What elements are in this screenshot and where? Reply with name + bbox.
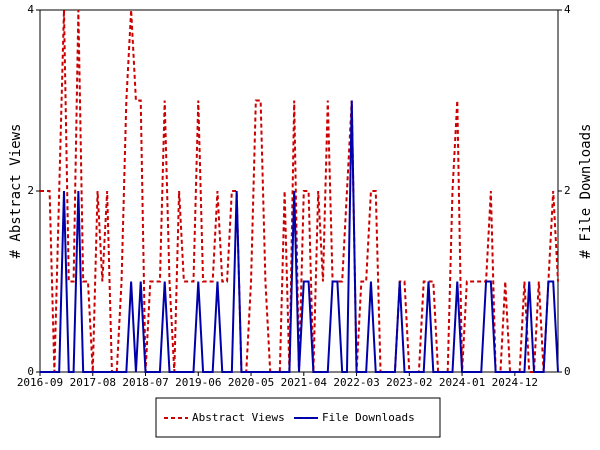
y-tick-label: 4 [27, 3, 34, 16]
series-line [40, 9, 559, 373]
legend-box [155, 397, 441, 438]
x-tick-label: 2019-06 [175, 376, 221, 389]
x-tick-label: 2024-12 [492, 376, 538, 389]
x-tick-label: 2023-02 [386, 376, 432, 389]
y2-tick-label: 4 [564, 3, 571, 16]
x-tick-label: 2020-05 [228, 376, 274, 389]
x-tick-label: 2022-03 [333, 376, 379, 389]
x-tick-label: 2024-01 [439, 376, 485, 389]
y-tick-label: 0 [27, 365, 34, 378]
legend-label: Abstract Views [192, 411, 285, 424]
x-tick-label: 2018-07 [122, 376, 168, 389]
x-tick-label: 2021-04 [281, 376, 328, 389]
y2-axis-label: # File Downloads [578, 124, 594, 259]
y-axis-label: # Abstract Views [8, 124, 24, 259]
series-line [40, 100, 559, 373]
y-tick-label: 2 [27, 184, 34, 197]
x-tick-label: 2017-08 [70, 376, 116, 389]
legend-label: File Downloads [322, 411, 415, 424]
y2-tick-label: 0 [564, 365, 571, 378]
x-tick-label: 2016-09 [17, 376, 63, 389]
y2-tick-label: 2 [564, 184, 571, 197]
